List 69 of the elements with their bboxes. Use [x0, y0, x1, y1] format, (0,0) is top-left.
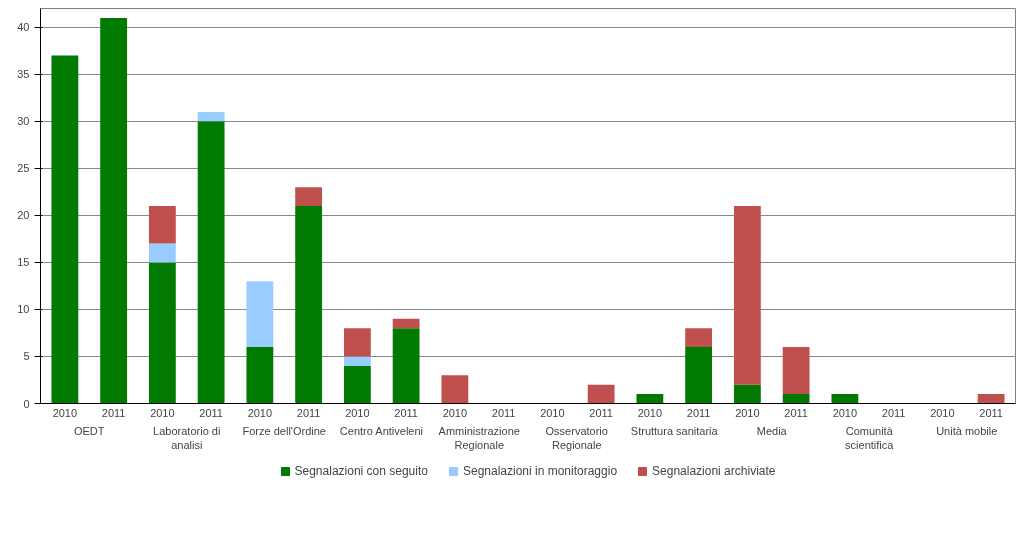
text: Comunità scientifica — [845, 424, 895, 451]
x-tick-label: 2011 — [394, 406, 418, 419]
y-tick-label: 25 — [17, 162, 30, 175]
x-tick-label: 2010 — [930, 406, 955, 419]
bar — [782, 347, 810, 395]
legend-label: Segnalazioni con seguito — [294, 464, 428, 478]
x-tick-label: 2011 — [686, 406, 711, 419]
y-tick-label: 0 — [23, 397, 30, 410]
bar — [733, 384, 761, 404]
bar — [197, 121, 225, 404]
bar — [246, 281, 274, 348]
bar — [51, 55, 79, 404]
x-tick-label: 2010 — [52, 406, 78, 419]
text: Centro Antiveleni — [339, 424, 424, 437]
bar — [295, 206, 323, 404]
x-tick-label: 2011 — [589, 406, 613, 419]
bar — [441, 375, 469, 404]
x-tick-label: 2011 — [881, 406, 906, 419]
text: Forze dell'Ordine — [242, 424, 326, 437]
bar — [148, 262, 176, 404]
bar — [733, 206, 761, 385]
x-tick-label: 2011 — [199, 406, 223, 419]
text: Struttura sanitaria — [630, 424, 719, 437]
y-tick-label: 35 — [17, 68, 30, 81]
text: Laboratorio di analisi — [153, 424, 221, 451]
x-tick-label: 2010 — [832, 406, 858, 419]
x-tick-label: 2010 — [735, 406, 760, 419]
x-tick-label: 2010 — [150, 406, 175, 419]
bar — [685, 328, 713, 348]
y-tick-label: 30 — [17, 115, 30, 128]
x-tick-label: 2011 — [101, 406, 126, 419]
x-tick-label: 2010 — [247, 406, 273, 419]
bar — [685, 347, 713, 404]
bar — [246, 347, 274, 404]
x-tick-label: 2010 — [637, 406, 663, 419]
x-tick-label: 2010 — [442, 406, 468, 419]
bar — [197, 111, 225, 122]
bar — [392, 318, 420, 329]
text: Osservatorio Regionale — [545, 424, 608, 451]
bar — [148, 206, 176, 244]
y-tick-label: 5 — [23, 350, 30, 363]
x-tick-label: 2010 — [345, 406, 370, 419]
text: Amministrazione Regionale — [438, 424, 520, 451]
x-tick-label: 2011 — [296, 406, 321, 419]
y-tick-label: 15 — [17, 256, 30, 269]
bar — [587, 384, 615, 404]
y-tick-label: 40 — [17, 21, 30, 34]
bar — [295, 187, 323, 206]
x-tick-label: 2011 — [979, 406, 1003, 419]
x-tick-label: 2011 — [784, 406, 808, 419]
bar — [392, 328, 420, 404]
bar — [977, 394, 1005, 404]
bar — [343, 365, 371, 404]
text: OEDT — [73, 424, 105, 437]
bar — [782, 394, 810, 404]
bar — [100, 17, 128, 404]
x-tick-label: 2010 — [540, 406, 565, 419]
bar — [831, 394, 859, 404]
y-tick-label: 20 — [17, 209, 30, 222]
bar — [148, 243, 176, 263]
bar — [343, 328, 371, 357]
x-tick-label: 2011 — [491, 406, 516, 419]
legend-label: Segnalazioni in monitoraggio — [462, 464, 618, 478]
y-tick-label: 10 — [17, 303, 30, 316]
text: Media — [756, 424, 788, 437]
text: Unità mobile — [936, 424, 998, 437]
bar — [343, 356, 371, 366]
bar — [636, 394, 664, 404]
legend-label: Segnalazioni archiviate — [652, 464, 776, 478]
